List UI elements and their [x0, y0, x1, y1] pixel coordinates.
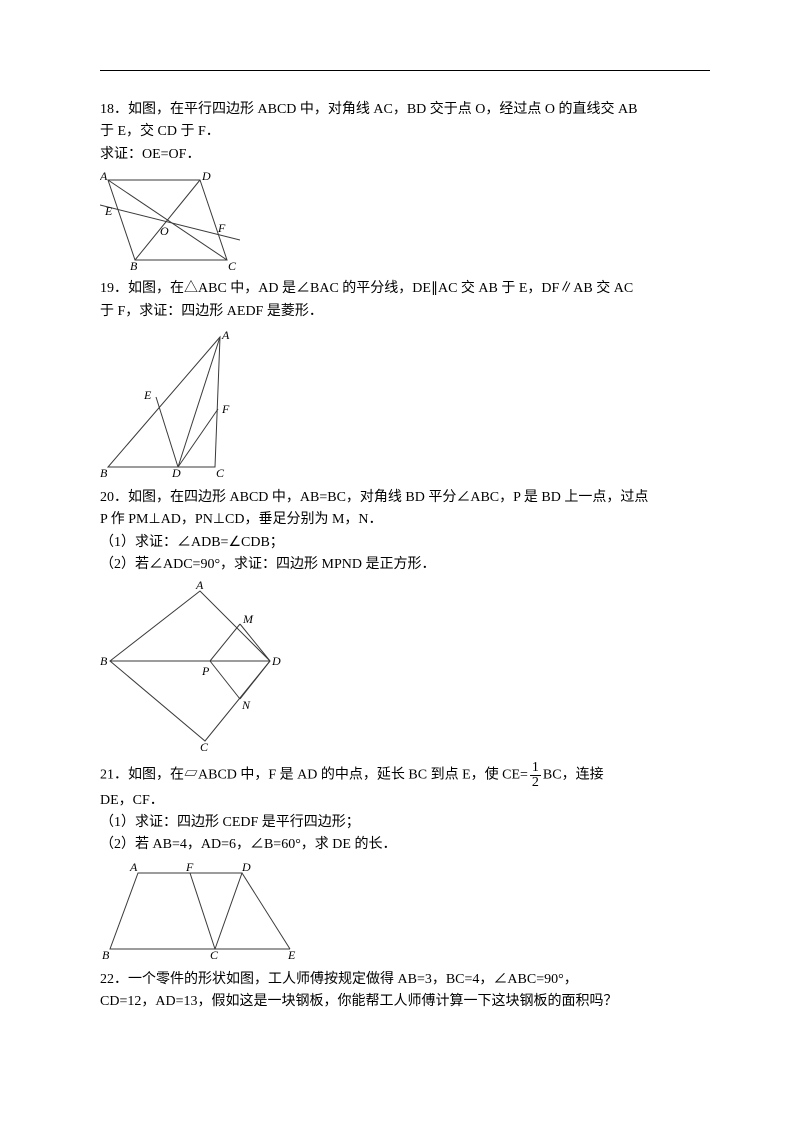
p19-line1: 19．如图，在△ABC 中，AD 是∠BAC 的平分线，DE∥AC 交 AB 于…: [100, 278, 710, 300]
svg-text:B: B: [100, 466, 108, 479]
p22-line2: CD=12，AD=13，假如这是一块钢板，你能帮工人师傅计算一下这块钢板的面积吗…: [100, 991, 710, 1013]
svg-text:M: M: [242, 612, 254, 626]
p21-line4: （2）若 AB=4，AD=6，∠B=60°，求 DE 的长．: [100, 834, 710, 856]
p20-line1: 20．如图，在四边形 ABCD 中，AB=BC，对角线 BD 平分∠ABC，P …: [100, 487, 710, 509]
p18-number: 18．: [100, 102, 128, 117]
p19-number: 19．: [100, 281, 128, 296]
p18-figure: A D B C O E F: [100, 170, 710, 270]
svg-text:A: A: [100, 170, 108, 183]
header-rule: [100, 70, 710, 71]
p21-line3: （1）求证：四边形 CEDF 是平行四边形；: [100, 812, 710, 834]
p22-line1: 22．一个零件的形状如图，工人师傅按规定做得 AB=3，BC=4，∠ABC=90…: [100, 969, 710, 991]
p20-line4: （2）若∠ADC=90°，求证：四边形 MPND 是正方形．: [100, 554, 710, 576]
problem-22: 22．一个零件的形状如图，工人师傅按规定做得 AB=3，BC=4，∠ABC=90…: [100, 969, 710, 1014]
p19-svg: A B C D E F: [100, 327, 250, 479]
p20-svg: A B C D P M N: [100, 581, 290, 753]
svg-text:A: A: [129, 861, 138, 874]
svg-text:F: F: [185, 861, 194, 874]
svg-text:O: O: [160, 224, 169, 238]
p20-line2: P 作 PM⊥AD，PN⊥CD，垂足分别为 M，N．: [100, 509, 710, 531]
svg-text:D: D: [241, 861, 251, 874]
problem-21: 21．如图，在▱ABCD 中，F 是 AD 的中点，延长 BC 到点 E，使 C…: [100, 761, 710, 961]
p21-line2: DE，CF．: [100, 790, 710, 812]
p20-number: 20．: [100, 490, 128, 505]
svg-text:E: E: [287, 948, 296, 961]
p19-line2: 于 F，求证：四边形 AEDF 是菱形．: [100, 301, 710, 323]
svg-text:F: F: [217, 221, 226, 235]
p21-figure: A F D B C E: [100, 861, 710, 961]
svg-text:E: E: [104, 204, 113, 218]
p19-figure: A B C D E F: [100, 327, 710, 479]
svg-text:C: C: [228, 259, 237, 270]
svg-text:B: B: [130, 259, 138, 270]
svg-text:A: A: [221, 328, 230, 342]
svg-text:D: D: [201, 170, 211, 183]
p22-number: 22．: [100, 972, 128, 987]
p18-line2: 于 E，交 CD 于 F．: [100, 121, 710, 143]
p21-line1: 21．如图，在▱ABCD 中，F 是 AD 的中点，延长 BC 到点 E，使 C…: [100, 761, 710, 790]
svg-text:N: N: [241, 698, 251, 712]
p18-line1: 18．如图，在平行四边形 ABCD 中，对角线 AC，BD 交于点 O，经过点 …: [100, 99, 710, 121]
problem-18: 18．如图，在平行四边形 ABCD 中，对角线 AC，BD 交于点 O，经过点 …: [100, 99, 710, 270]
p21-number: 21．: [100, 767, 128, 782]
p20-line3: （1）求证：∠ADB=∠CDB；: [100, 532, 710, 554]
svg-text:A: A: [195, 581, 204, 592]
svg-text:P: P: [201, 664, 210, 678]
p20-figure: A B C D P M N: [100, 581, 710, 753]
svg-text:B: B: [102, 948, 110, 961]
svg-text:D: D: [271, 654, 281, 668]
svg-text:E: E: [143, 388, 152, 402]
svg-text:B: B: [100, 654, 108, 668]
problem-19: 19．如图，在△ABC 中，AD 是∠BAC 的平分线，DE∥AC 交 AB 于…: [100, 278, 710, 479]
problem-20: 20．如图，在四边形 ABCD 中，AB=BC，对角线 BD 平分∠ABC，P …: [100, 487, 710, 753]
fraction-half: 12: [530, 761, 541, 790]
p21-svg: A F D B C E: [100, 861, 300, 961]
svg-text:F: F: [221, 402, 230, 416]
svg-text:C: C: [200, 740, 209, 753]
svg-text:C: C: [210, 948, 219, 961]
p18-svg: A D B C O E F: [100, 170, 240, 270]
p18-line3: 求证：OE=OF．: [100, 144, 710, 166]
svg-text:C: C: [216, 466, 225, 479]
svg-text:D: D: [171, 466, 181, 479]
